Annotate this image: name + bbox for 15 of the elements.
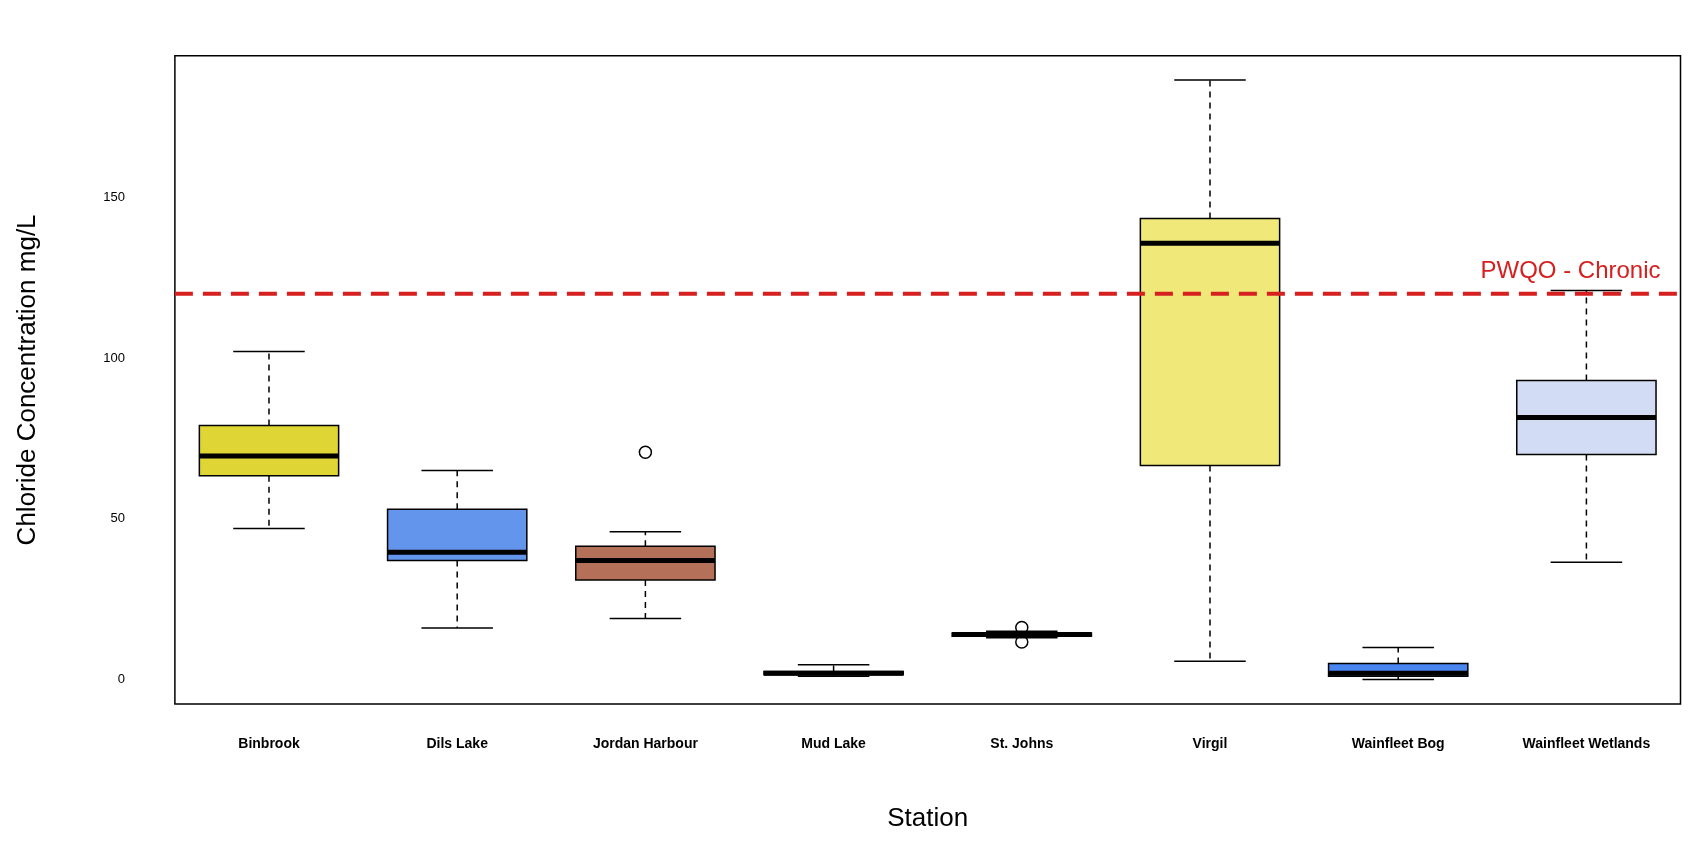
y-tick-label: 50 xyxy=(110,510,125,526)
x-axis-title: Station xyxy=(887,801,969,832)
x-tick-label: Binbrook xyxy=(238,735,300,752)
ref-line-label: PWQO - Chronic xyxy=(1480,256,1661,284)
x-tick-label: St. Johns xyxy=(990,735,1054,752)
x-tick-label: Wainfleet Wetlands xyxy=(1522,735,1651,752)
y-axis-title: Chloride Concentration mg/L xyxy=(10,214,41,546)
x-tick-label: Virgil xyxy=(1192,735,1228,752)
y-tick-label: 150 xyxy=(103,188,125,204)
y-tick-label: 100 xyxy=(103,349,125,365)
y-tick-label: 0 xyxy=(117,671,125,687)
x-tick-label: Dils Lake xyxy=(426,735,489,752)
x-tick-label: Jordan Harbour xyxy=(592,735,699,752)
x-tick-label: Mud Lake xyxy=(801,735,867,752)
x-tick-label: Wainfleet Bog xyxy=(1351,735,1445,752)
